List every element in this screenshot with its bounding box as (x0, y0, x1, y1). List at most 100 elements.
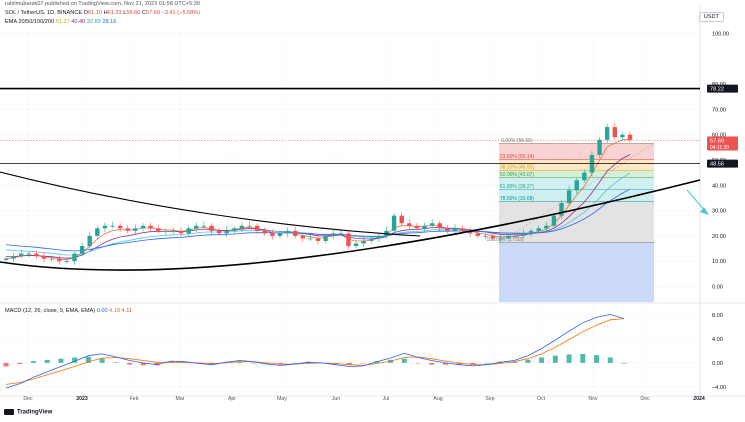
price-label-box (707, 159, 738, 168)
macd-histogram-bar (566, 354, 572, 363)
publisher-line: rahilmubarak07 published on TradingView.… (5, 1, 201, 7)
macd-legend[interactable]: MACD (12, 26, close, 9, EMA, EMA) 0.00 4… (5, 308, 132, 314)
candle (49, 258, 54, 260)
x-tick-label: Jun (332, 396, 340, 402)
y-tick-label: 100.00 (712, 32, 729, 38)
candle (414, 225, 420, 229)
candle (467, 230, 473, 234)
candle (574, 180, 579, 191)
projection-arrowhead (700, 207, 709, 215)
macd-histogram-bar (44, 359, 50, 363)
macd-histogram-bar (525, 359, 531, 363)
symbol-title[interactable]: SOL / TetherUS, 1D, BINANCE (5, 10, 83, 16)
macd-histogram-bar (236, 361, 242, 363)
macd-value: 0.00 (96, 308, 108, 314)
candle (178, 230, 184, 234)
y-tick-label: 70.00 (712, 107, 726, 113)
candle (627, 134, 633, 140)
macd-y-tick-label: 0.00 (712, 361, 723, 367)
y-tick-label: 10.00 (712, 259, 726, 265)
candle (125, 228, 130, 231)
candle (429, 223, 435, 226)
macd-histogram-bar (99, 358, 105, 363)
candle (72, 253, 77, 262)
candle (19, 253, 24, 257)
candle (3, 258, 9, 260)
macd-histogram-bar (484, 362, 490, 364)
x-tick-label: 2023 (76, 396, 88, 402)
tradingview-logo[interactable]: TradingView (4, 409, 52, 416)
ema-legend[interactable]: EMA 20/50/100/200 51.27 40.40 32.89 28.1… (5, 19, 116, 26)
candle (117, 225, 123, 229)
macd-histogram-bar (113, 362, 119, 363)
candle (331, 233, 336, 236)
fib-level-label: 50.00% (43.07) (500, 172, 535, 178)
high-value: 61.33 (107, 10, 122, 16)
candle (155, 228, 161, 231)
candle (551, 215, 557, 226)
candle (582, 172, 587, 181)
candle (277, 233, 283, 236)
candle (452, 228, 458, 231)
ema-legend-label: EMA 20/50/100/200 (5, 19, 55, 25)
fib-level-label: 78.60% (33.68) (500, 196, 535, 202)
macd-y-tick-label: 4.00 (712, 337, 723, 343)
price-label-box (707, 136, 738, 151)
tradingview-logo-icon (4, 409, 14, 415)
signal-line (5, 318, 625, 385)
macd-histogram-bar (154, 362, 160, 366)
candle (566, 190, 572, 204)
macd-histogram-bar (442, 362, 448, 365)
candle (102, 225, 108, 229)
macd-histogram-bar (127, 362, 133, 365)
candle (95, 228, 100, 236)
macd-histogram-bar (17, 362, 23, 365)
candle (57, 258, 62, 262)
macd-histogram-bar (401, 358, 407, 363)
candle (437, 223, 442, 229)
candle (186, 228, 191, 234)
macd-histogram-bar (429, 362, 435, 365)
macd-histogram-bar (607, 357, 613, 363)
candle (475, 233, 481, 236)
fib-zone (499, 242, 654, 302)
close-value: 57.69 (145, 10, 160, 16)
candle (254, 225, 260, 231)
fib-level-label: 100.00% (17.33) (487, 237, 524, 243)
currency-button[interactable]: USDT (698, 12, 724, 22)
macd-histogram-bar (346, 362, 352, 365)
candle (612, 127, 617, 138)
y-tick-label: 40.00 (712, 183, 726, 189)
candle (323, 235, 328, 241)
x-tick-label: Dec (640, 396, 650, 402)
fib-zone (499, 159, 654, 171)
candle (34, 253, 39, 257)
x-tick-label: Feb (130, 396, 139, 402)
macd-histogram-bar (594, 355, 600, 363)
candle (232, 228, 237, 231)
candle (407, 223, 412, 226)
macd-histogram-bar (580, 353, 586, 363)
price-label-box (707, 84, 738, 93)
fib-level-label: 0.00% (56.55) (501, 138, 533, 144)
candle (148, 225, 153, 229)
macd-histogram-bar (621, 362, 627, 364)
macd-histogram-bar (278, 362, 284, 365)
price-label: 78.22 (710, 87, 724, 93)
candle (544, 225, 549, 229)
x-tick-label: Sep (485, 396, 494, 402)
candle (338, 233, 344, 235)
candle (133, 228, 138, 231)
candle (247, 225, 252, 227)
macd-histogram-bar (539, 357, 545, 363)
candle (194, 225, 199, 229)
low-value: 56.60 (126, 10, 141, 16)
x-tick-label: Mar (176, 396, 185, 402)
macd-line (5, 313, 625, 389)
macd-label: MACD (12, 26, close, 9, EMA, EMA) (5, 308, 96, 314)
candle (300, 235, 305, 239)
candle (79, 246, 85, 254)
macd-histogram-bar (291, 362, 297, 364)
candle (376, 235, 382, 239)
